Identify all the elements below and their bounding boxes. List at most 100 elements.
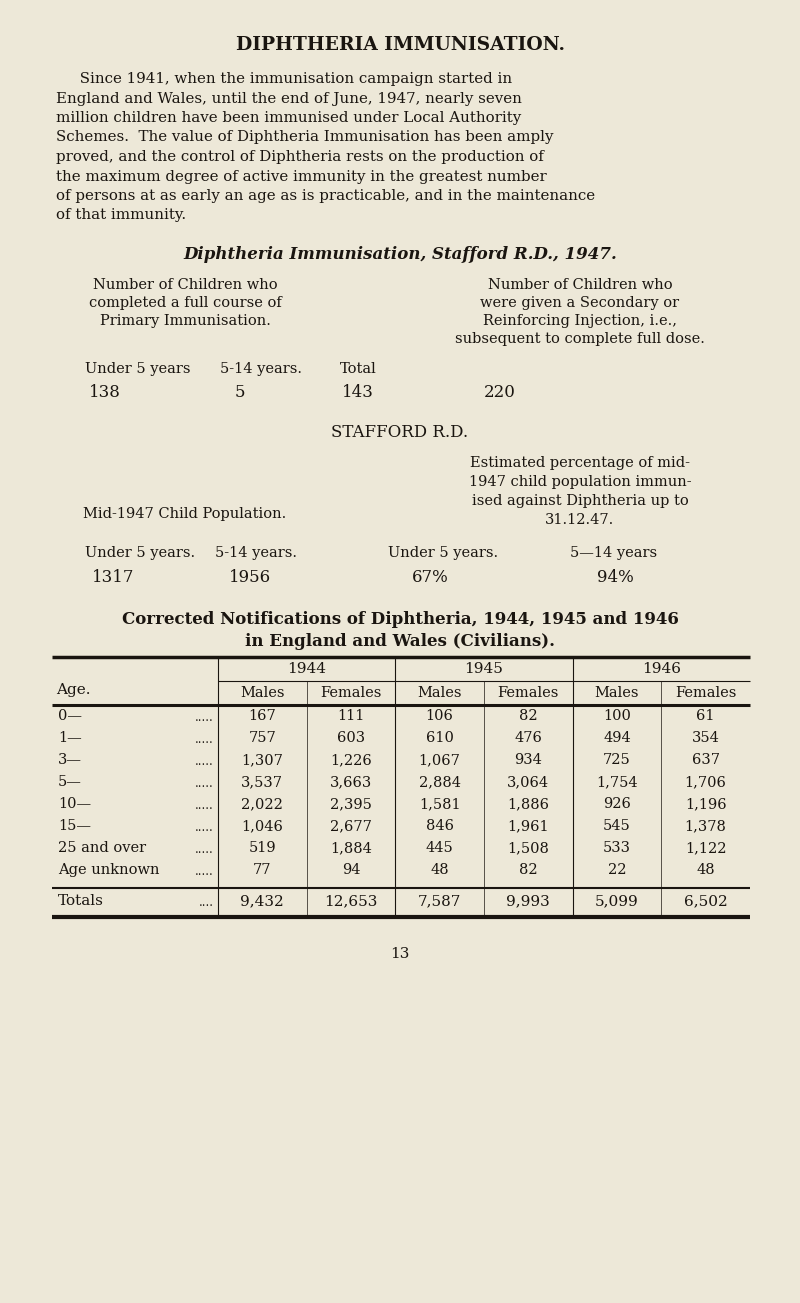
Text: 167: 167 bbox=[249, 709, 276, 723]
Text: 111: 111 bbox=[338, 709, 365, 723]
Text: 9,432: 9,432 bbox=[241, 894, 284, 908]
Text: 1,046: 1,046 bbox=[242, 820, 283, 833]
Text: 94: 94 bbox=[342, 863, 360, 877]
Text: 106: 106 bbox=[426, 709, 454, 723]
Text: 1,706: 1,706 bbox=[685, 775, 726, 790]
Text: .....: ..... bbox=[195, 754, 214, 767]
Text: Schemes.  The value of Diphtheria Immunisation has been amply: Schemes. The value of Diphtheria Immunis… bbox=[56, 130, 554, 145]
Text: 3,537: 3,537 bbox=[242, 775, 283, 790]
Text: 61: 61 bbox=[697, 709, 715, 723]
Text: proved, and the control of Diphtheria rests on the production of: proved, and the control of Diphtheria re… bbox=[56, 150, 544, 164]
Text: DIPHTHERIA IMMUNISATION.: DIPHTHERIA IMMUNISATION. bbox=[235, 36, 565, 53]
Text: .....: ..... bbox=[195, 865, 214, 878]
Text: 519: 519 bbox=[249, 840, 276, 855]
Text: the maximum degree of active immunity in the greatest number: the maximum degree of active immunity in… bbox=[56, 169, 546, 184]
Text: 603: 603 bbox=[337, 731, 365, 745]
Text: 846: 846 bbox=[426, 820, 454, 833]
Text: Males: Males bbox=[418, 685, 462, 700]
Text: 12,653: 12,653 bbox=[324, 894, 378, 908]
Text: Totals: Totals bbox=[58, 894, 104, 908]
Text: .....: ..... bbox=[195, 799, 214, 812]
Text: 545: 545 bbox=[603, 820, 631, 833]
Text: 2,022: 2,022 bbox=[242, 797, 283, 810]
Text: 934: 934 bbox=[514, 753, 542, 767]
Text: ised against Diphtheria up to: ised against Diphtheria up to bbox=[472, 494, 688, 508]
Text: 926: 926 bbox=[603, 797, 631, 810]
Text: 5—: 5— bbox=[58, 775, 82, 790]
Text: Diphtheria Immunisation, Stafford R.D., 1947.: Diphtheria Immunisation, Stafford R.D., … bbox=[183, 246, 617, 263]
Text: 2,884: 2,884 bbox=[418, 775, 461, 790]
Text: 1—: 1— bbox=[58, 731, 82, 745]
Text: .....: ..... bbox=[195, 777, 214, 790]
Text: Number of Children who: Number of Children who bbox=[93, 278, 278, 292]
Text: 25 and over: 25 and over bbox=[58, 840, 146, 855]
Text: 1945: 1945 bbox=[465, 662, 503, 676]
Text: 100: 100 bbox=[603, 709, 631, 723]
Text: Mid-1947 Child Population.: Mid-1947 Child Population. bbox=[83, 507, 286, 521]
Text: STAFFORD R.D.: STAFFORD R.D. bbox=[331, 423, 469, 440]
Text: 533: 533 bbox=[603, 840, 631, 855]
Text: 82: 82 bbox=[519, 863, 538, 877]
Text: 5-14 years.: 5-14 years. bbox=[215, 546, 297, 560]
Text: 1,508: 1,508 bbox=[507, 840, 550, 855]
Text: 15—: 15— bbox=[58, 820, 91, 833]
Text: 0—: 0— bbox=[58, 709, 82, 723]
Text: 3—: 3— bbox=[58, 753, 82, 767]
Text: .....: ..... bbox=[195, 843, 214, 856]
Text: 1,226: 1,226 bbox=[330, 753, 372, 767]
Text: 1946: 1946 bbox=[642, 662, 681, 676]
Text: of that immunity.: of that immunity. bbox=[56, 208, 186, 223]
Text: in England and Wales (Civilians).: in England and Wales (Civilians). bbox=[245, 633, 555, 650]
Text: 10—: 10— bbox=[58, 797, 91, 810]
Text: million children have been immunised under Local Authority: million children have been immunised und… bbox=[56, 111, 522, 125]
Text: 757: 757 bbox=[249, 731, 276, 745]
Text: .....: ..... bbox=[195, 821, 214, 834]
Text: Under 5 years: Under 5 years bbox=[85, 362, 190, 377]
Text: 637: 637 bbox=[692, 753, 720, 767]
Text: 9,993: 9,993 bbox=[506, 894, 550, 908]
Text: 7,587: 7,587 bbox=[418, 894, 462, 908]
Text: 3,064: 3,064 bbox=[507, 775, 550, 790]
Text: Males: Males bbox=[240, 685, 285, 700]
Text: Under 5 years.: Under 5 years. bbox=[85, 546, 195, 560]
Text: completed a full course of: completed a full course of bbox=[89, 296, 282, 310]
Text: 445: 445 bbox=[426, 840, 454, 855]
Text: 1944: 1944 bbox=[287, 662, 326, 676]
Text: Under 5 years.: Under 5 years. bbox=[388, 546, 498, 560]
Text: 48: 48 bbox=[430, 863, 449, 877]
Text: Females: Females bbox=[498, 685, 559, 700]
Text: Total: Total bbox=[340, 362, 377, 377]
Text: 94%: 94% bbox=[597, 569, 634, 586]
Text: of persons at as early an age as is practicable, and in the maintenance: of persons at as early an age as is prac… bbox=[56, 189, 595, 203]
Text: ....: .... bbox=[199, 896, 214, 909]
Text: 22: 22 bbox=[608, 863, 626, 877]
Text: 1,067: 1,067 bbox=[418, 753, 461, 767]
Text: 1947 child population immun-: 1947 child population immun- bbox=[469, 476, 691, 489]
Text: Males: Males bbox=[594, 685, 639, 700]
Text: 1,122: 1,122 bbox=[685, 840, 726, 855]
Text: 138: 138 bbox=[89, 384, 121, 401]
Text: 5—14 years: 5—14 years bbox=[570, 546, 657, 560]
Text: 2,395: 2,395 bbox=[330, 797, 372, 810]
Text: 1,754: 1,754 bbox=[596, 775, 638, 790]
Text: 143: 143 bbox=[342, 384, 374, 401]
Text: Corrected Notifications of Diphtheria, 1944, 1945 and 1946: Corrected Notifications of Diphtheria, 1… bbox=[122, 611, 678, 628]
Text: 82: 82 bbox=[519, 709, 538, 723]
Text: 476: 476 bbox=[514, 731, 542, 745]
Text: 31.12.47.: 31.12.47. bbox=[546, 513, 614, 526]
Text: 610: 610 bbox=[426, 731, 454, 745]
Text: 1,884: 1,884 bbox=[330, 840, 372, 855]
Text: .....: ..... bbox=[195, 734, 214, 747]
Text: 48: 48 bbox=[696, 863, 715, 877]
Text: 494: 494 bbox=[603, 731, 631, 745]
Text: 6,502: 6,502 bbox=[684, 894, 727, 908]
Text: 1317: 1317 bbox=[92, 569, 134, 586]
Text: were given a Secondary or: were given a Secondary or bbox=[481, 296, 679, 310]
Text: Age unknown: Age unknown bbox=[58, 863, 159, 877]
Text: 1,886: 1,886 bbox=[507, 797, 550, 810]
Text: Primary Immunisation.: Primary Immunisation. bbox=[99, 314, 270, 328]
Text: 220: 220 bbox=[484, 384, 516, 401]
Text: 1,196: 1,196 bbox=[685, 797, 726, 810]
Text: Since 1941, when the immunisation campaign started in: Since 1941, when the immunisation campai… bbox=[56, 72, 512, 86]
Text: 725: 725 bbox=[603, 753, 631, 767]
